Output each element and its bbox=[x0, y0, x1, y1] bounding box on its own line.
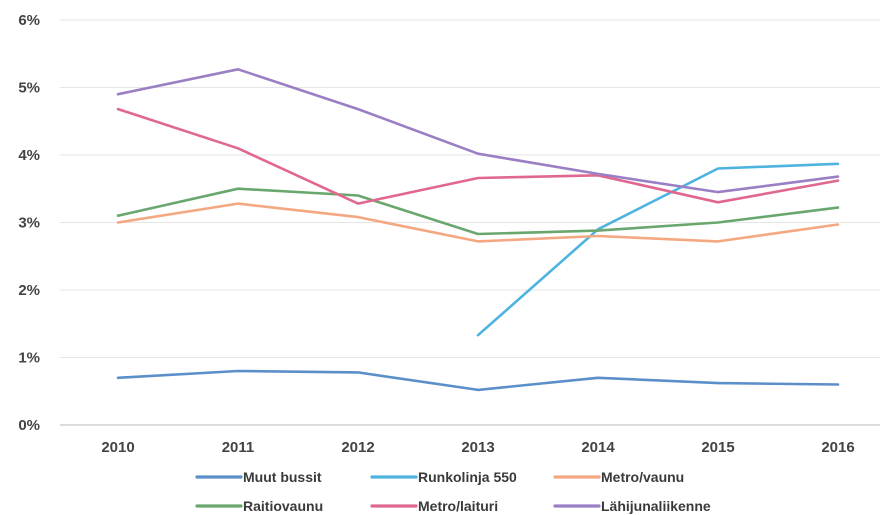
legend-label: Runkolinja 550 bbox=[418, 469, 517, 485]
legend-label: Raitiovaunu bbox=[243, 498, 323, 514]
series-lines bbox=[116, 68, 840, 392]
y-tick-label: 5% bbox=[18, 80, 40, 97]
x-tick-label: 2016 bbox=[821, 439, 854, 456]
series-line-l-hijunaliikenne bbox=[116, 68, 840, 194]
x-tick-label: 2014 bbox=[581, 439, 615, 456]
gridlines bbox=[60, 19, 880, 426]
series-line-runkolinja-550 bbox=[476, 162, 840, 337]
legend-label: Muut bussit bbox=[243, 469, 322, 485]
series-line-muut-bussit bbox=[116, 369, 840, 392]
y-tick-label: 4% bbox=[18, 147, 40, 164]
legend-label: Metro/laituri bbox=[418, 498, 498, 514]
legend-label: Lähijunaliikenne bbox=[601, 498, 711, 514]
y-tick-label: 1% bbox=[18, 350, 40, 367]
x-tick-label: 2012 bbox=[341, 439, 374, 456]
series-line-metro-laituri bbox=[116, 107, 840, 205]
y-tick-label: 0% bbox=[18, 417, 40, 434]
x-tick-label: 2010 bbox=[101, 439, 134, 456]
y-tick-label: 3% bbox=[18, 215, 40, 232]
x-tick-label: 2015 bbox=[701, 439, 734, 456]
y-axis-ticks: 0% 1% 2% 3% 4% 5% 6% bbox=[18, 12, 40, 434]
legend: Muut bussit Runkolinja 550 Metro/vaunu Rait… bbox=[195, 469, 711, 514]
x-axis-ticks: 2010 2011 2012 2013 2014 2015 2016 bbox=[101, 439, 854, 456]
x-tick-label: 2011 bbox=[222, 439, 255, 456]
y-tick-label: 6% bbox=[18, 12, 40, 29]
series-line-metro-vaunu bbox=[116, 202, 840, 243]
y-tick-label: 2% bbox=[18, 282, 40, 299]
x-tick-label: 2013 bbox=[461, 439, 494, 456]
series-line-raitiovaunu bbox=[116, 187, 840, 236]
legend-label: Metro/vaunu bbox=[601, 469, 684, 485]
